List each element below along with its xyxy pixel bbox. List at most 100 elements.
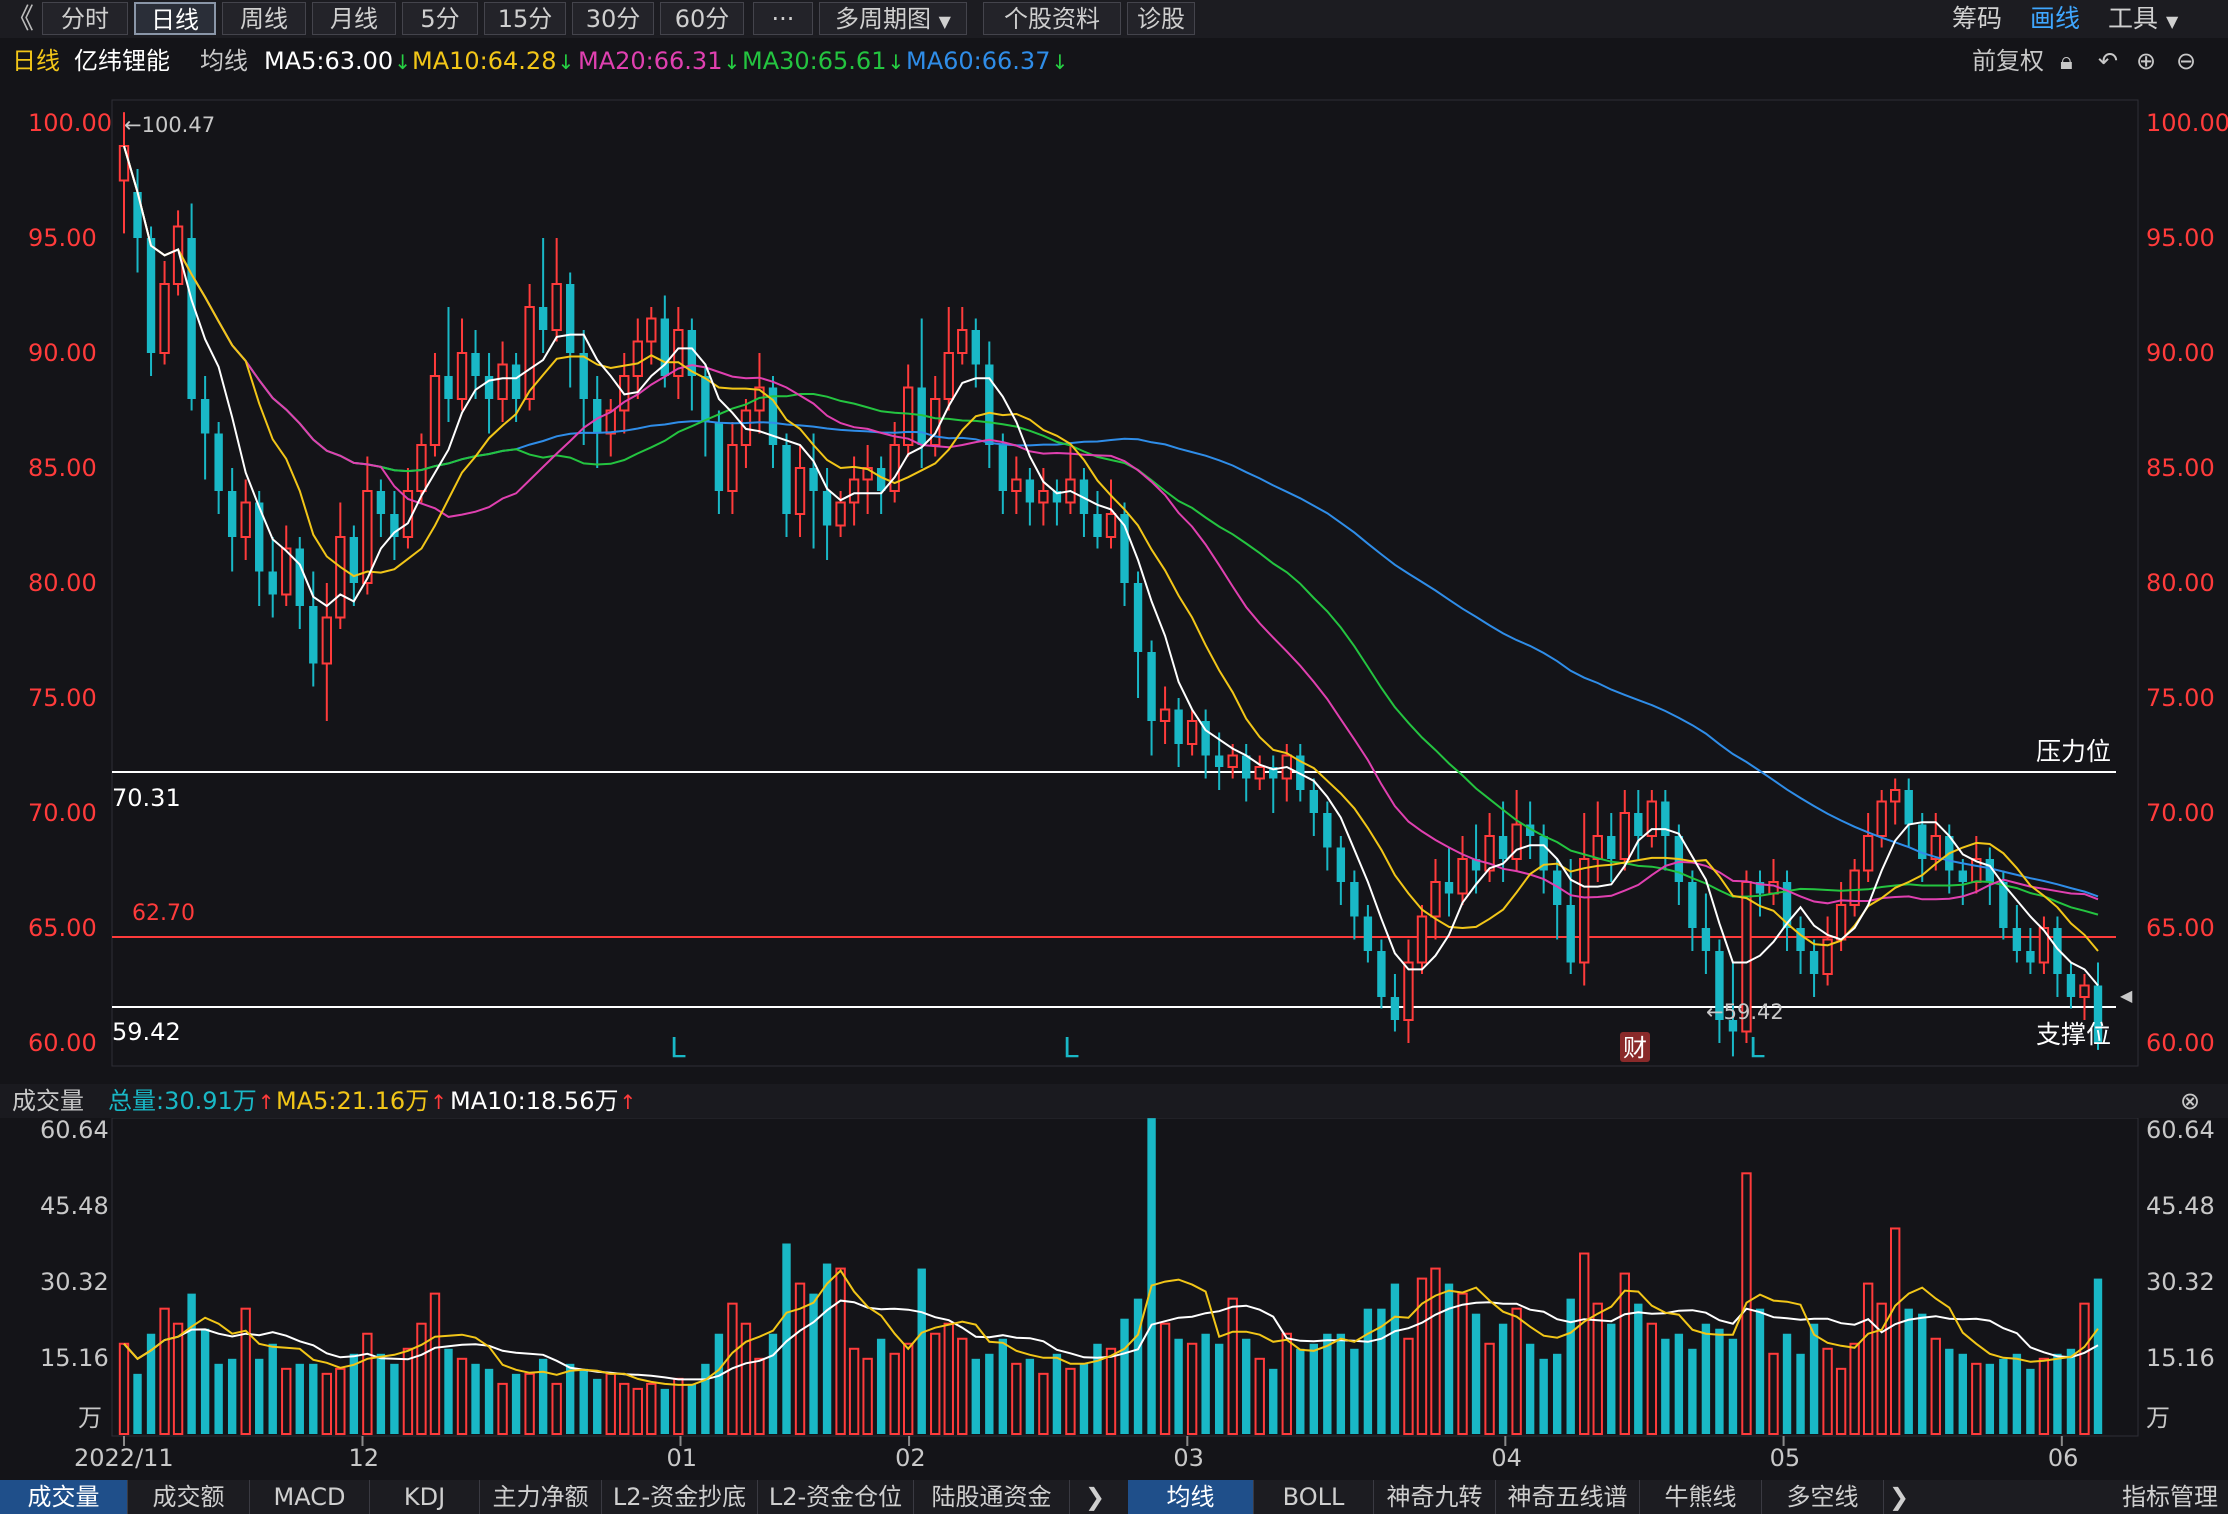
indicator-tab[interactable]: 成交量 <box>0 1480 128 1514</box>
period-tab[interactable]: 日线 <box>134 2 216 35</box>
indicator-tabs: 成交量 成交额 MACD KDJ 主力净额 L2-资金抄底 L2-资金仓位 陆股通资金 ❯ 均… <box>0 1480 2228 1514</box>
candle <box>1227 754 1238 768</box>
date-tick-label: 12 <box>349 1444 380 1472</box>
volume-bar <box>1254 1357 1265 1436</box>
back-icon[interactable]: 《 <box>6 2 35 35</box>
indicator-tab[interactable]: MACD <box>250 1480 370 1514</box>
indicator-tab[interactable]: L2-资金抄底 <box>602 1480 758 1514</box>
diagnosis-button[interactable]: 诊股 <box>1127 2 1195 35</box>
tools-button[interactable]: 工具 ▼ <box>2108 0 2178 38</box>
candle <box>1254 766 1265 780</box>
financial-badge[interactable] <box>1620 1032 1650 1062</box>
volume-bar <box>1336 1333 1346 1434</box>
candle <box>565 284 575 353</box>
candle <box>551 283 562 331</box>
support-text: 支撑位 <box>2036 1020 2111 1049</box>
indicator-tab[interactable]: KDJ <box>370 1480 480 1514</box>
period-tab[interactable]: 分时 <box>42 2 128 35</box>
overlay-tab[interactable]: 神奇五线谱 <box>1496 1480 1640 1514</box>
volume-bar <box>673 1377 684 1435</box>
overlay-tab[interactable]: BOLL <box>1254 1480 1374 1514</box>
volume-tick-right: 30.32 <box>2146 1268 2215 1296</box>
candle <box>593 399 602 434</box>
indicator-tab[interactable]: L2-资金仓位 <box>758 1480 914 1514</box>
volume-bar <box>1065 1367 1076 1435</box>
volume-bar <box>1377 1308 1386 1434</box>
candle <box>1186 720 1198 745</box>
undo-icon[interactable]: ↶ <box>2098 47 2119 75</box>
candle <box>1201 721 1210 756</box>
period-tab[interactable]: 30分 <box>572 2 654 35</box>
volume-bar <box>1539 1358 1548 1434</box>
volume-bar <box>1120 1318 1129 1434</box>
volume-bar <box>862 1357 873 1436</box>
volume-bar <box>1471 1313 1481 1434</box>
candle <box>1715 951 1724 1020</box>
scroll-right-icon[interactable]: ❯ <box>1888 1483 1910 1511</box>
period-tab[interactable]: 月线 <box>312 2 396 35</box>
close-icon[interactable]: ⊗ <box>2180 1087 2201 1115</box>
indicator-manage-button[interactable]: 指标管理 <box>2122 1483 2218 1511</box>
candle <box>429 375 441 446</box>
candle <box>1377 951 1386 997</box>
volume-bar <box>1390 1283 1400 1434</box>
price-tick-left: 60.00 <box>28 1029 97 1057</box>
date-tick-label: 06 <box>2048 1444 2079 1472</box>
candle <box>2053 928 2062 974</box>
candle <box>1741 881 1752 1033</box>
volume-bar <box>782 1243 791 1434</box>
candle <box>295 548 304 606</box>
volume-bar <box>1862 1282 1874 1436</box>
volume-header: 成交量 总量:30.91万↑ MA5:21.16万↑ MA10:18.56万↑ … <box>0 1084 2228 1118</box>
volume-bar <box>1876 1302 1887 1435</box>
scroll-right-icon[interactable]: ❯ <box>1084 1483 1106 1511</box>
volume-bar <box>1741 1172 1752 1435</box>
period-tab[interactable]: 5分 <box>402 2 478 35</box>
indicator-tab[interactable]: 成交额 <box>128 1480 250 1514</box>
lock-icon[interactable]: 🔒︎ <box>2060 47 2073 75</box>
more-button[interactable]: ··· <box>753 2 813 35</box>
candle <box>822 491 832 526</box>
candle <box>1930 835 1941 860</box>
volume-bar <box>1715 1328 1724 1434</box>
candle <box>321 616 332 665</box>
zoom-in-icon[interactable]: ⊕ <box>2136 47 2157 75</box>
date-tick-label: 04 <box>1491 1444 1522 1472</box>
overlay-tab[interactable]: 神奇九转 <box>1374 1480 1496 1514</box>
overlay-tab[interactable]: 牛熊线 <box>1640 1480 1762 1514</box>
period-tab[interactable]: 60分 <box>660 2 744 35</box>
candle <box>1619 812 1630 860</box>
zoom-out-icon[interactable]: ⊖ <box>2176 47 2197 75</box>
volume-tick-right: 45.48 <box>2146 1192 2215 1220</box>
period-tab[interactable]: 周线 <box>222 2 306 35</box>
stock-info-button[interactable]: 个股资料 <box>983 2 1121 35</box>
overlay-tab[interactable]: 均线 <box>1128 1480 1254 1514</box>
indicator-tab[interactable]: 主力净额 <box>480 1480 602 1514</box>
volume-bar <box>1269 1368 1278 1434</box>
volume-bar <box>1525 1343 1535 1434</box>
volume-ma5: MA5:21.16万↑ <box>276 1087 447 1115</box>
candle <box>335 536 346 619</box>
adjust-button[interactable]: 前复权 <box>1972 47 2044 75</box>
candle <box>1634 813 1643 836</box>
multi-period-button[interactable]: 多周期图 ▼ <box>819 2 967 35</box>
overlay-tab[interactable]: 多空线 <box>1762 1480 1884 1514</box>
candle <box>1242 755 1251 779</box>
candle <box>740 409 752 446</box>
volume-bar <box>632 1387 643 1435</box>
volume-bar <box>2012 1353 2022 1434</box>
volume-bar <box>1147 1118 1156 1434</box>
volume-bar <box>565 1363 575 1434</box>
volume-bar <box>1296 1348 1305 1434</box>
chips-button[interactable]: 筹码 <box>1952 4 2003 33</box>
candle <box>240 501 251 538</box>
period-tab[interactable]: 15分 <box>484 2 566 35</box>
indicator-tab[interactable]: 陆股通资金 <box>914 1480 1070 1514</box>
candle <box>1796 928 1805 951</box>
candle <box>362 490 373 584</box>
volume-tick-right: 15.16 <box>2146 1344 2215 1372</box>
draw-line-button[interactable]: 画线 <box>2030 4 2081 33</box>
candle <box>1592 835 1603 860</box>
volume-bar <box>1457 1292 1468 1436</box>
